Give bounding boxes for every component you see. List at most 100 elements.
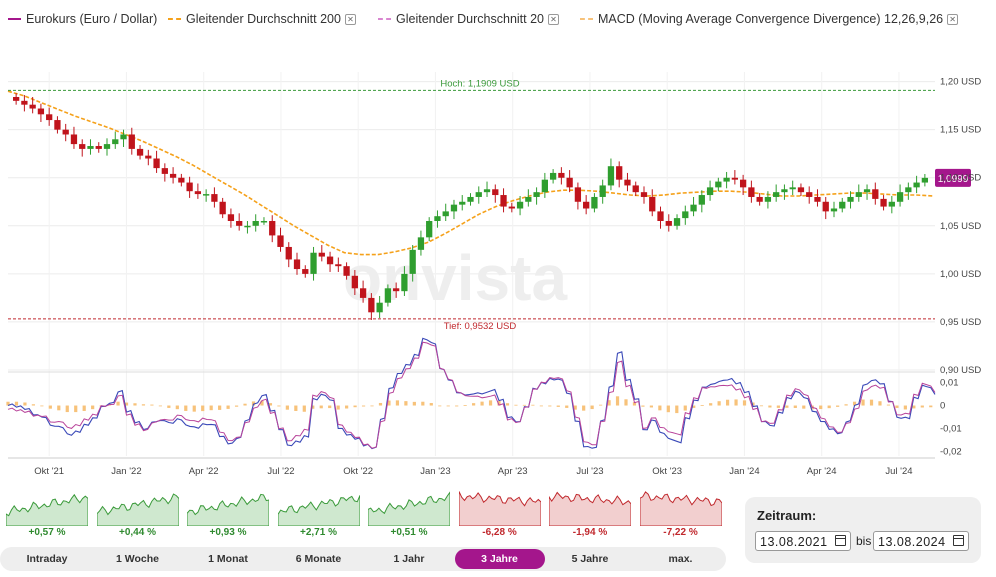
macd-histogram-bar [116,401,120,406]
macd-histogram-bar [421,401,425,406]
candle [236,221,243,226]
performance-card[interactable]: +0,51 % [368,482,450,540]
macd-histogram-bar [311,405,315,409]
macd-histogram-bar [48,405,52,409]
macd-histogram-bar [201,405,205,412]
candle [863,189,871,193]
candle [888,201,895,207]
macd-histogram-bar [759,405,764,407]
candle [368,297,375,313]
tab-max[interactable]: max. [668,553,693,565]
macd-histogram-bar [6,401,10,406]
candle [872,189,879,199]
x-tick-label: Jan '23 [420,466,450,477]
candle [103,144,111,149]
candle [723,177,730,182]
candle [459,201,466,205]
macd-histogram-bar [827,405,831,409]
candle [822,201,829,212]
tab-5-jahre[interactable]: 5 Jahre [571,553,609,565]
performance-card[interactable]: +0,57 % [6,482,88,540]
candle [855,192,862,197]
date-to-input[interactable]: 13.08.2024 [873,531,969,551]
performance-card[interactable]: +0,93 % [187,482,269,540]
date-from-input[interactable]: 13.08.2021 [755,531,851,551]
candle [492,189,499,196]
macd-histogram-bar [522,404,527,406]
macd-histogram-bar [226,405,230,409]
candle [203,194,210,196]
macd-histogram-bar [268,403,273,406]
sparkline [458,491,541,526]
calendar-icon[interactable] [835,535,846,546]
macd-histogram-bar [184,405,188,411]
macd-histogram-bar [65,405,69,413]
macd-histogram-bar [361,405,366,407]
candle [574,187,582,202]
macd-histogram-bar [302,405,306,412]
candle [335,264,342,267]
candle [508,206,515,209]
legend-item-macd: MACD (Moving Average Convergence Diverge… [580,10,959,28]
performance-card[interactable]: +0,44 % [96,482,179,540]
x-tick-label: Jan '24 [729,466,759,477]
macd-histogram-bar [209,405,213,411]
macd-histogram-bar [463,405,467,406]
performance-card[interactable]: -7,22 % [639,482,722,540]
sparkline [639,491,722,526]
performance-card[interactable]: -1,94 % [549,482,631,540]
candle [219,201,226,215]
tab-intraday[interactable]: Intraday [26,553,68,565]
candle [153,158,160,169]
macd-histogram-bar [683,405,687,411]
candle [252,221,259,226]
macd-histogram-bar [412,401,416,406]
macd-histogram-bar [91,405,95,410]
legend-item-ma200: Gleitender Durchschnitt 200 ✕ [168,10,356,28]
candle [401,273,408,292]
tab-1-woche[interactable]: 1 Woche [116,553,159,565]
macd-histogram-bar [438,405,442,407]
candle [616,166,623,180]
tab-1-jahr[interactable]: 1 Jahr [393,553,425,565]
x-tick-label: Apr '23 [498,466,528,477]
tab-3-jahre[interactable]: 3 Jahre [454,549,545,569]
macd-histogram-bar [852,401,857,406]
candle [227,214,235,221]
period-panel: Zeitraum: 13.08.2021 bis 13.08.2024 [745,497,981,563]
performance-card[interactable]: +2,71 % [277,482,360,540]
candle [211,194,218,202]
macd-histogram-bar [742,400,747,406]
macd-histogram-bar [133,403,137,406]
candle [384,288,392,303]
close-icon[interactable]: ✕ [344,13,356,25]
tab-1-monat[interactable]: 1 Monat [208,553,248,565]
macd-histogram-bar [785,405,789,408]
macd-histogram-bar [429,403,433,406]
macd-histogram-bar [124,402,129,406]
candle [112,139,119,145]
close-icon[interactable]: ✕ [947,13,959,25]
macd-histogram-bar [328,405,332,409]
sparkline-area [368,491,450,526]
candle [293,259,301,270]
macd-histogram-bar [599,404,603,406]
sparkline-area [6,493,88,526]
x-tick-label: Okt '23 [652,466,682,477]
candle [549,172,557,180]
macd-histogram-bar [573,405,577,410]
legend-swatch-icon [8,18,21,20]
tab-6-monate[interactable]: 6 Monate [295,553,342,565]
close-icon[interactable]: ✕ [548,13,559,25]
macd-histogram-bar [929,405,933,408]
macd-histogram-bar [345,405,349,409]
macd-histogram-bar [641,405,645,407]
candle [376,302,383,313]
calendar-icon[interactable] [953,535,964,546]
macd-histogram-bar [548,405,552,407]
macd-histogram-bar [378,402,383,406]
candle [806,192,813,197]
candle [343,266,350,276]
performance-card[interactable]: -6,28 % [458,482,541,540]
